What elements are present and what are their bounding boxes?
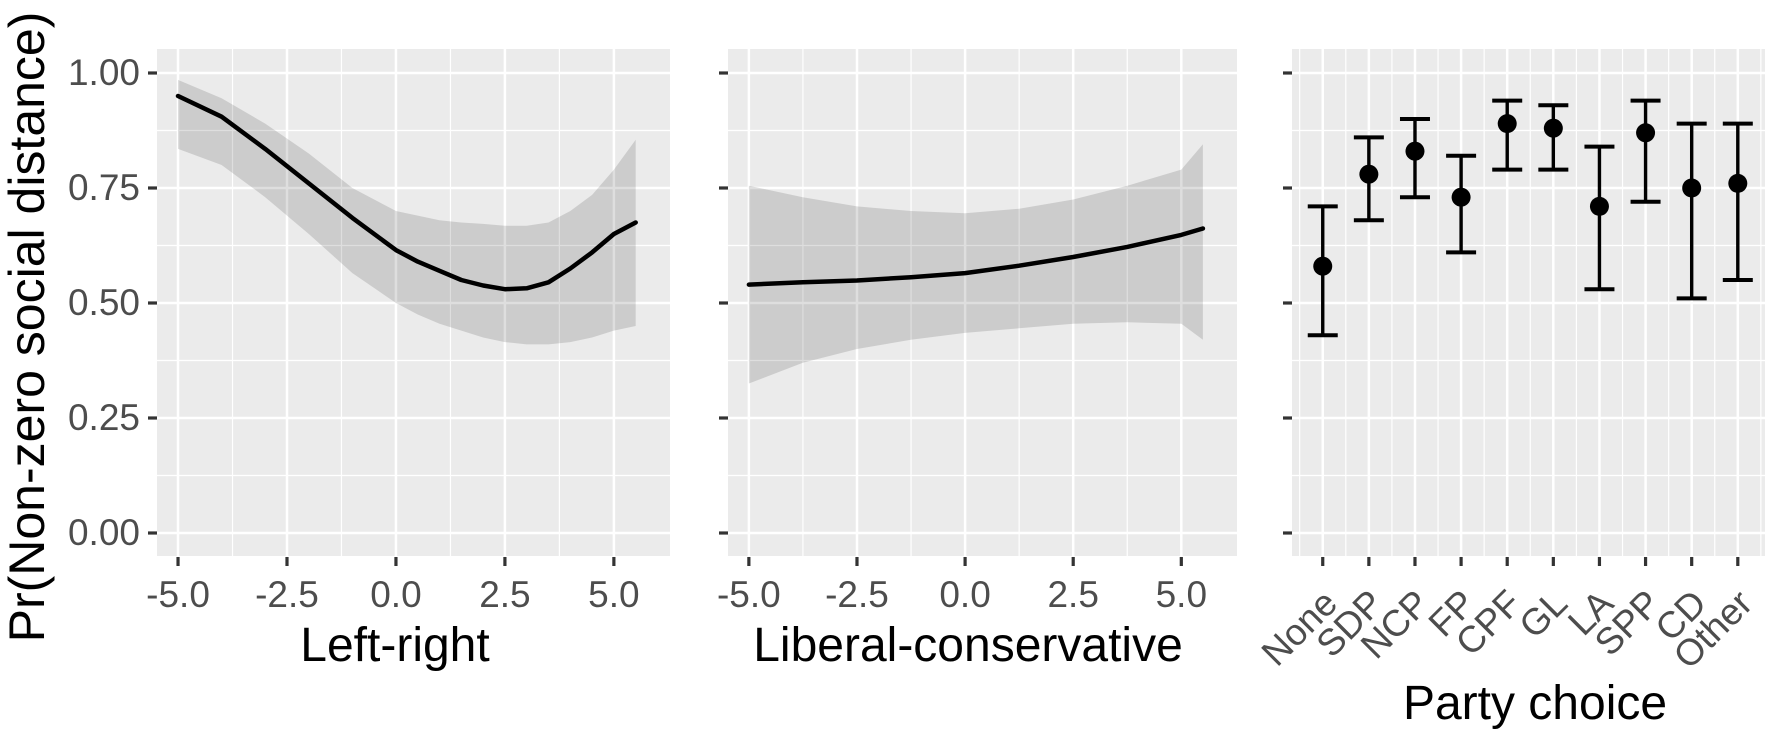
point-estimate xyxy=(1682,178,1702,198)
point-estimate xyxy=(1451,187,1471,207)
x-tick-label: -5.0 xyxy=(146,574,210,615)
point-estimate xyxy=(1543,118,1563,138)
confidence-band xyxy=(178,79,636,345)
y-tick-label: 0.50 xyxy=(67,282,140,323)
point-estimate xyxy=(1636,123,1656,143)
point-estimate xyxy=(1359,164,1379,184)
x-tick-label: -2.5 xyxy=(825,574,889,615)
y-tick-label: 0.25 xyxy=(67,397,140,438)
point-estimate xyxy=(1728,173,1748,193)
x-axis-title-party-choice: Party choice xyxy=(1402,677,1668,730)
y-tick-label: 0.75 xyxy=(67,167,140,208)
x-tick-label: 5.0 xyxy=(1155,574,1208,615)
point-estimate xyxy=(1313,256,1333,276)
x-axis-title-left-right: Left-right xyxy=(300,619,490,672)
x-tick-label: 0.0 xyxy=(939,574,991,615)
x-tick-label: -5.0 xyxy=(716,574,781,615)
x-tick-label: 0.0 xyxy=(370,574,422,615)
x-tick-label: 2.5 xyxy=(479,574,531,615)
y-tick-label: 1.00 xyxy=(67,52,140,93)
point-estimate xyxy=(1497,114,1517,134)
point-estimate xyxy=(1589,196,1609,216)
x-tick-label: 5.0 xyxy=(588,574,640,615)
x-axis-title-liberal-conservative: Liberal-conservative xyxy=(753,619,1183,672)
x-tick-label: -2.5 xyxy=(255,574,319,615)
confidence-band xyxy=(748,144,1203,384)
point-estimate xyxy=(1405,141,1425,161)
regression-line xyxy=(175,93,638,292)
regression-line xyxy=(746,226,1206,287)
y-tick-label: 0.00 xyxy=(67,512,140,553)
x-tick-label: 2.5 xyxy=(1047,574,1099,615)
